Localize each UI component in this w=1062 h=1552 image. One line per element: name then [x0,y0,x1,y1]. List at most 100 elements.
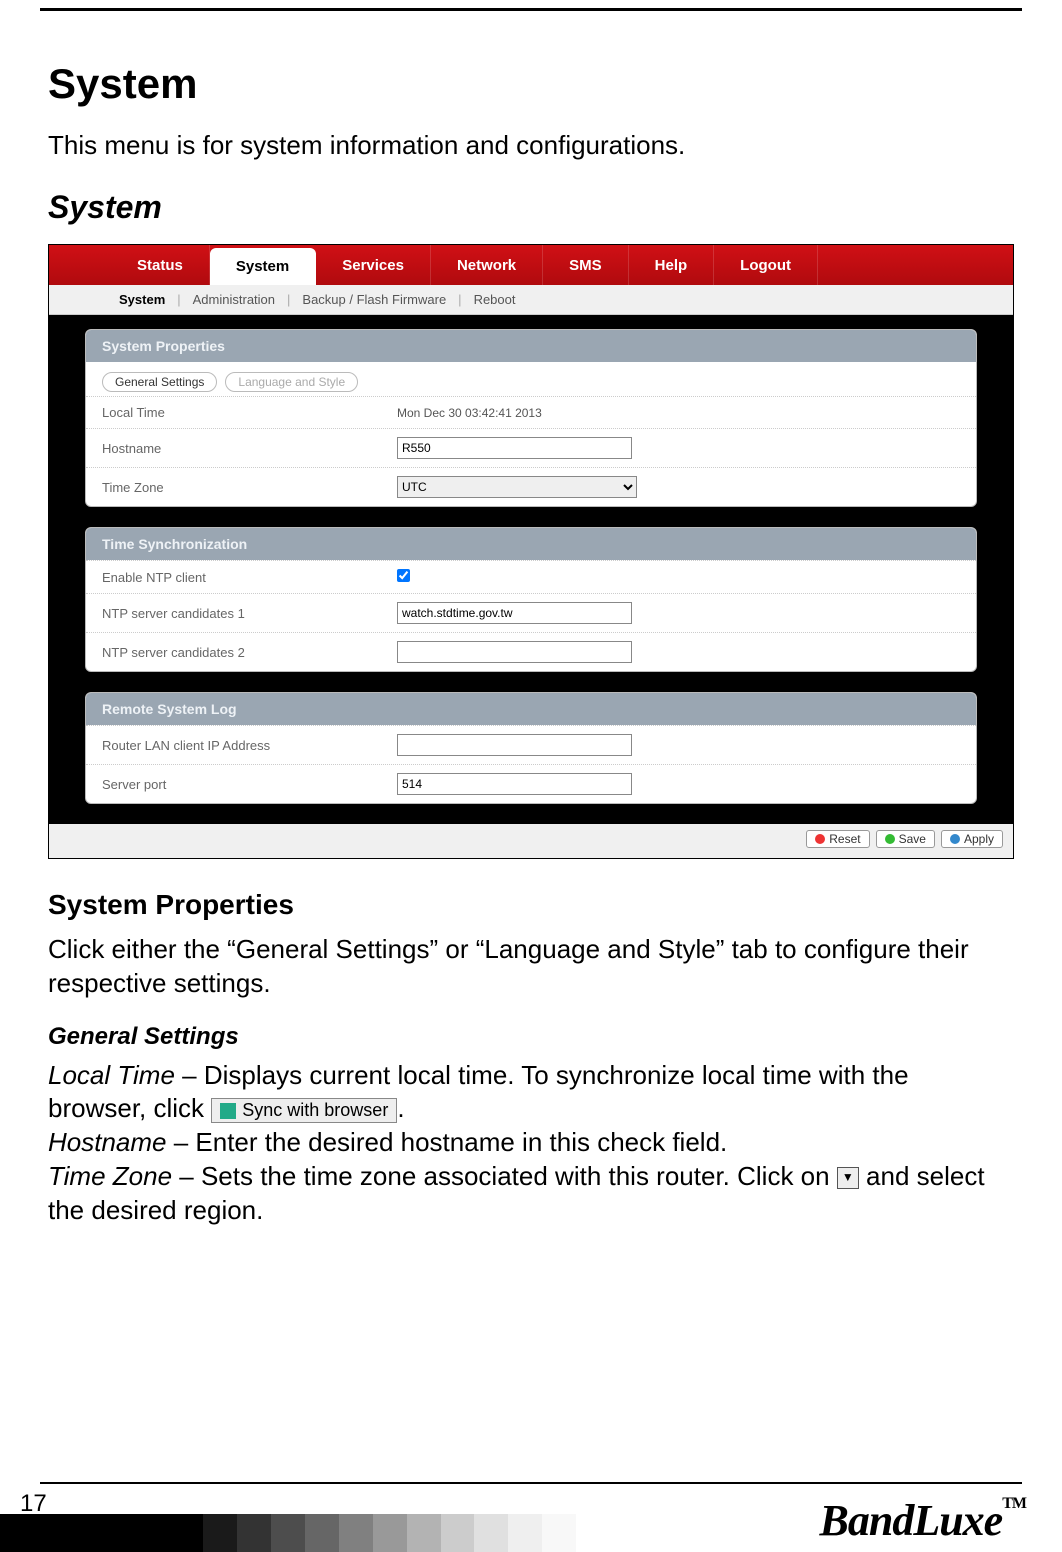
text-local-time-1: – Displays current local time. To synchr… [48,1060,909,1124]
enable-ntp-checkbox[interactable] [397,569,410,582]
gradient-segment [237,1514,271,1552]
subnav-reboot[interactable]: Reboot [474,292,516,307]
apply-icon [950,834,960,844]
gradient-bar [0,1514,610,1552]
subnav-system[interactable]: System [119,292,165,307]
row-enable-ntp: Enable NTP client [86,560,976,593]
section-heading-system: System [48,189,1014,226]
panel-header-remote-log: Remote System Log [86,693,976,725]
page-title: System [48,60,1014,108]
main-nav: Status System Services Network SMS Help … [49,245,1013,285]
hostname-input[interactable] [397,437,632,459]
gradient-segment [508,1514,542,1552]
row-ntp1: NTP server candidates 1 [86,593,976,632]
panel-header-system-properties: System Properties [86,330,976,362]
reset-label: Reset [829,832,860,846]
page-footer: 17 BandLuxeTM [0,1482,1062,1552]
subnav-administration[interactable]: Administration [193,292,275,307]
panel-header-time-sync: Time Synchronization [86,528,976,560]
term-local-time: Local Time [48,1060,175,1090]
trademark: TM [1002,1495,1026,1512]
label-local-time: Local Time [102,405,397,420]
label-hostname: Hostname [102,441,397,456]
gradient-segment [542,1514,576,1552]
value-local-time: Mon Dec 30 03:42:41 2013 [397,406,960,420]
row-server-port: Server port [86,764,976,803]
server-port-input[interactable] [397,773,632,795]
subnav-separator: | [177,292,180,307]
pill-general-settings[interactable]: General Settings [102,372,217,392]
gradient-segment [169,1514,203,1552]
row-timezone: Time Zone UTC [86,467,976,506]
label-ntp1: NTP server candidates 1 [102,606,397,621]
sync-icon [220,1103,236,1119]
gradient-segment [203,1514,237,1552]
para-system-properties: Click either the “General Settings” or “… [48,933,1014,1001]
term-hostname: Hostname [48,1127,167,1157]
value-hostname [397,437,960,459]
router-ip-input[interactable] [397,734,632,756]
value-enable-ntp [397,569,960,585]
sync-with-browser-button[interactable]: Sync with browser [211,1098,397,1123]
term-timezone: Time Zone [48,1161,172,1191]
save-button[interactable]: Save [876,830,935,848]
top-rule [40,8,1022,11]
ntp2-input[interactable] [397,641,632,663]
value-server-port [397,773,960,795]
nav-tab-system[interactable]: System [210,248,316,285]
apply-button[interactable]: Apply [941,830,1003,848]
gradient-segment [68,1514,102,1552]
nav-spacer [49,245,111,285]
label-ntp2: NTP server candidates 2 [102,645,397,660]
label-server-port: Server port [102,777,397,792]
gradient-segment [474,1514,508,1552]
heading-system-properties: System Properties [48,889,1014,921]
nav-tab-sms[interactable]: SMS [543,245,629,285]
reset-icon [815,834,825,844]
action-buttons: Reset Save Apply [49,824,1013,858]
para-hostname: Hostname – Enter the desired hostname in… [48,1126,1014,1160]
reset-button[interactable]: Reset [806,830,869,848]
pill-language-style[interactable]: Language and Style [225,372,358,392]
value-timezone: UTC [397,476,960,498]
row-hostname: Hostname [86,428,976,467]
gradient-segment [102,1514,136,1552]
sub-nav: System | Administration | Backup / Flash… [49,285,1013,315]
panel-remote-log: Remote System Log Router LAN client IP A… [85,692,977,804]
gradient-segment [407,1514,441,1552]
gradient-segment [0,1514,34,1552]
nav-tab-logout[interactable]: Logout [714,245,818,285]
nav-tab-status[interactable]: Status [111,245,210,285]
gradient-segment [271,1514,305,1552]
nav-tab-services[interactable]: Services [316,245,431,285]
gradient-segment [136,1514,170,1552]
gradient-segment [305,1514,339,1552]
save-icon [885,834,895,844]
dropdown-icon[interactable]: ▼ [837,1167,859,1189]
label-timezone: Time Zone [102,480,397,495]
nav-tab-help[interactable]: Help [629,245,715,285]
gradient-segment [373,1514,407,1552]
brand-logo: BandLuxeTM [820,1495,1026,1546]
gradient-segment [576,1514,610,1552]
subnav-backup[interactable]: Backup / Flash Firmware [302,292,446,307]
gradient-segment [34,1514,68,1552]
apply-label: Apply [964,832,994,846]
text-hostname: – Enter the desired hostname in this che… [167,1127,728,1157]
nav-tab-network[interactable]: Network [431,245,543,285]
subnav-separator: | [458,292,461,307]
ntp1-input[interactable] [397,602,632,624]
page-content: System This menu is for system informati… [48,60,1014,1228]
value-ntp2 [397,641,960,663]
panel-system-properties: System Properties General Settings Langu… [85,329,977,507]
row-local-time: Local Time Mon Dec 30 03:42:41 2013 [86,396,976,428]
value-ntp1 [397,602,960,624]
heading-general-settings: General Settings [48,1023,1014,1051]
label-enable-ntp: Enable NTP client [102,570,397,585]
subnav-separator: | [287,292,290,307]
row-router-ip: Router LAN client IP Address [86,725,976,764]
para-timezone: Time Zone – Sets the time zone associate… [48,1160,1014,1228]
label-router-ip: Router LAN client IP Address [102,738,397,753]
timezone-select[interactable]: UTC [397,476,637,498]
sync-label: Sync with browser [242,1099,388,1122]
